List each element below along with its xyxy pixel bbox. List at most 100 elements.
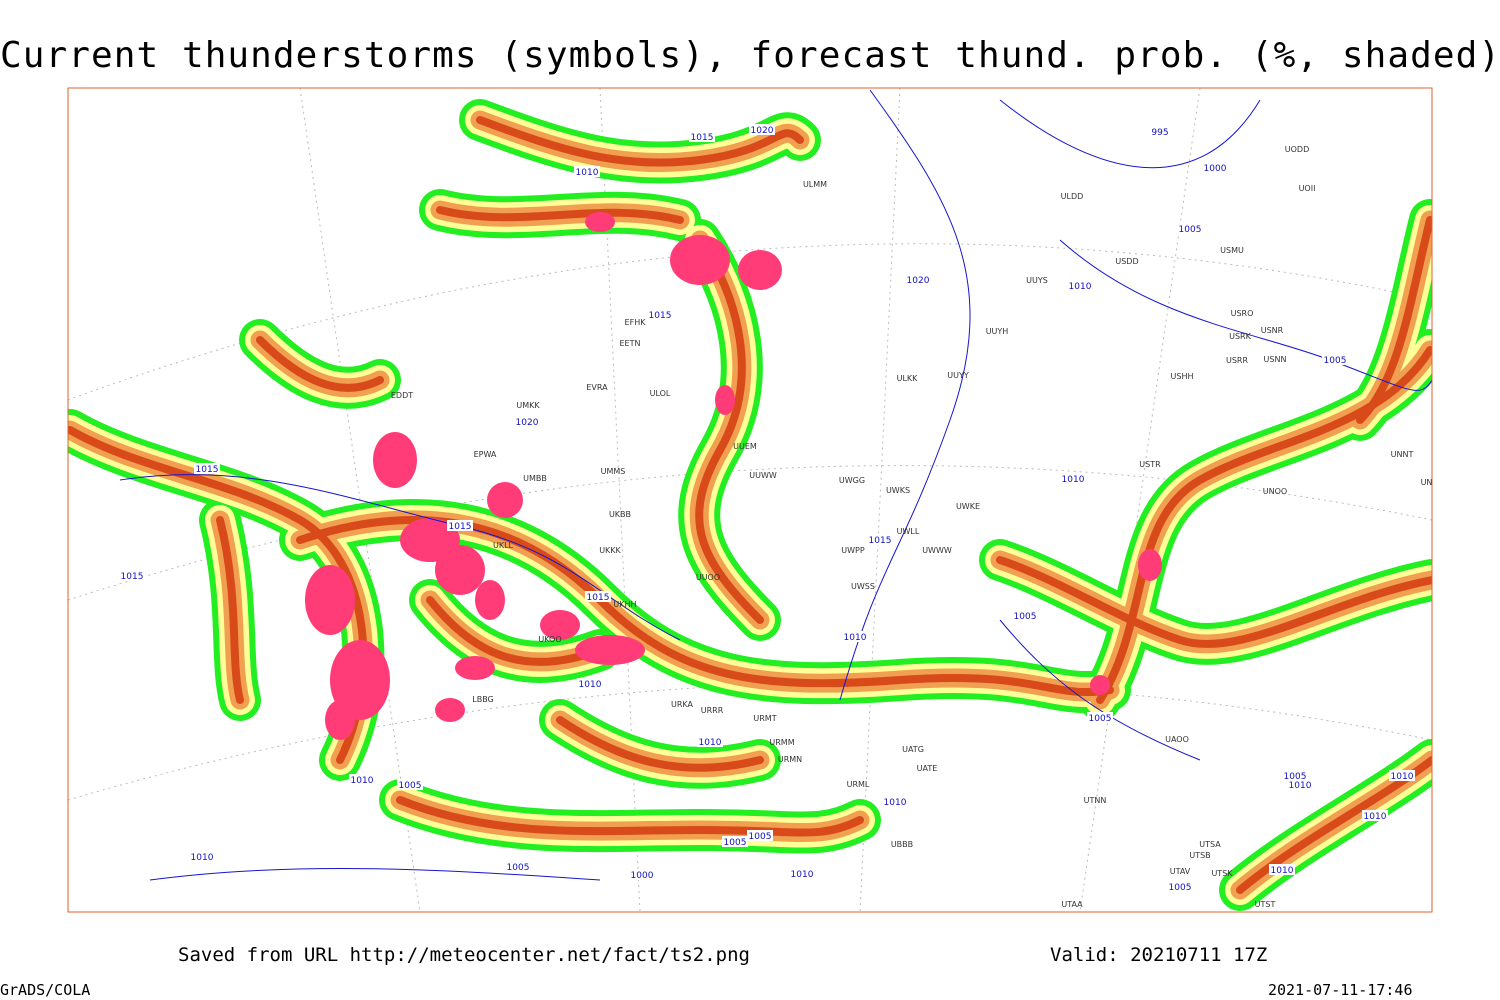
isobar-label: 1010 — [351, 776, 374, 786]
isobar-label: 1010 — [1391, 772, 1414, 782]
station-code: UUYY — [947, 371, 969, 380]
title: Current thunderstorms (symbols), forecas… — [0, 35, 1500, 76]
isobar-label: 1000 — [631, 871, 654, 881]
isobar-label: 1010 — [1062, 475, 1085, 485]
station-code: EDDT — [391, 391, 413, 400]
isobar-label-bg — [905, 274, 931, 285]
isobar-label: 1010 — [791, 870, 814, 880]
isobar-label: 1020 — [516, 418, 539, 428]
isobar-label-bg — [349, 774, 375, 785]
station-code: USDD — [1115, 257, 1138, 266]
map-frame — [67, 87, 1433, 913]
source-url: Saved from URL http://meteocenter.net/fa… — [178, 944, 750, 966]
station-code: EPWA — [474, 450, 497, 459]
isobar-label-bg — [747, 830, 773, 841]
isobar-label-bg — [1389, 770, 1415, 781]
station-code: UATG — [902, 745, 924, 754]
station-code: UWKS — [886, 486, 910, 495]
isobar-label: 1010 — [1069, 282, 1092, 292]
isobar-label-bg — [505, 861, 531, 872]
station-code: UTSK — [1211, 869, 1233, 878]
station-code: URMN — [778, 755, 802, 764]
station-code: UMBB — [523, 474, 547, 483]
station-code: UTSA — [1199, 840, 1221, 849]
isobar-label-bg — [1060, 473, 1086, 484]
station-code: ULOL — [650, 389, 671, 398]
station-code: UKBB — [609, 510, 631, 519]
isobar-label-bg — [1287, 779, 1313, 790]
station-code: URKA — [671, 700, 694, 709]
station-code: UKHH — [613, 600, 636, 609]
station-code: LBBG — [472, 695, 494, 704]
isobar-label: 1005 — [1169, 883, 1192, 893]
isobar-label: 1005 — [1179, 225, 1202, 235]
isobar-label: 1010 — [579, 680, 602, 690]
station-code: UKKK — [599, 546, 621, 555]
station-code: UKLL — [493, 541, 514, 550]
isobar-label: 1005 — [507, 863, 530, 873]
isobar-label: 1010 — [884, 798, 907, 808]
isobar-label-bg — [697, 736, 723, 747]
isobar-label: 1005 — [1014, 612, 1037, 622]
isobar-label: 1010 — [844, 633, 867, 643]
isobar-label-bg — [689, 131, 715, 142]
station-code: UUOO — [696, 573, 720, 582]
map-area: 1015 1020 1010 995 1000 1005 1020 1010 1015 1020 1… — [68, 88, 1444, 912]
isobar-label: 1010 — [191, 853, 214, 863]
isobar-label-bg — [1202, 162, 1228, 173]
station-code: UWSS — [851, 582, 875, 591]
isobar-label-bg — [194, 463, 220, 474]
isobar-label: 1005 — [399, 781, 422, 791]
station-code: UUWW — [749, 471, 777, 480]
isobar-label-bg — [1322, 354, 1348, 365]
isobar-label-bg — [1362, 810, 1388, 821]
isobar-label: 1010 — [1271, 866, 1294, 876]
isobar-label-bg — [585, 591, 611, 602]
isobar-label: 1015 — [649, 311, 672, 321]
station-code: UWLL — [897, 527, 920, 536]
station-code: UNOO — [1263, 487, 1287, 496]
station-code: UODD — [1285, 145, 1309, 154]
station-code: UTNN — [1084, 796, 1107, 805]
station-code: URML — [847, 780, 870, 789]
isobar-label: 1005 — [1089, 714, 1112, 724]
isobar-label-bg — [574, 166, 600, 177]
isobar-label: 1005 — [724, 838, 747, 848]
isobar-label-bg — [1067, 280, 1093, 291]
station-code: UAOO — [1165, 735, 1189, 744]
thunderstorm-symbols — [305, 212, 1162, 740]
station-code: USHH — [1171, 372, 1194, 381]
isobar-label-bg — [1147, 126, 1173, 137]
station-code: USMU — [1220, 246, 1244, 255]
station-code: UATE — [917, 764, 938, 773]
isobar-label-bg — [1269, 864, 1295, 875]
software: GrADS/COLA — [0, 981, 90, 999]
isobar-label-bg — [647, 309, 673, 320]
isobar-label-bg — [722, 836, 748, 847]
station-code: USRO — [1231, 309, 1254, 318]
station-code: ULDD — [1061, 192, 1084, 201]
isobar-label-bg — [1012, 610, 1038, 621]
isobar-label-bg — [119, 570, 145, 581]
station-code: USRR — [1226, 356, 1248, 365]
isobar-label-bg — [749, 124, 775, 135]
isobar-label-bg — [789, 868, 815, 879]
station-code: URMM — [769, 738, 794, 747]
isobar-label: 1020 — [751, 126, 774, 136]
station-code: UOII — [1299, 184, 1316, 193]
station-code: UNBB — [1421, 478, 1444, 487]
station-code: UTAV — [1170, 867, 1191, 876]
station-code: UWWW — [922, 546, 952, 555]
station-code: UNNT — [1391, 450, 1414, 459]
isobar-label: 1015 — [587, 593, 610, 603]
station-code: UUEM — [733, 442, 757, 451]
station-code: URRR — [701, 706, 724, 715]
station-code: EETN — [620, 339, 641, 348]
isobar-label: 1015 — [691, 133, 714, 143]
isobar-label-bg — [842, 631, 868, 642]
isobar-label-bg — [1087, 712, 1113, 723]
isobar-label: 995 — [1151, 128, 1168, 138]
valid-time: Valid: 20210711 17Z — [1050, 944, 1267, 966]
isobar-label: 1010 — [1364, 812, 1387, 822]
